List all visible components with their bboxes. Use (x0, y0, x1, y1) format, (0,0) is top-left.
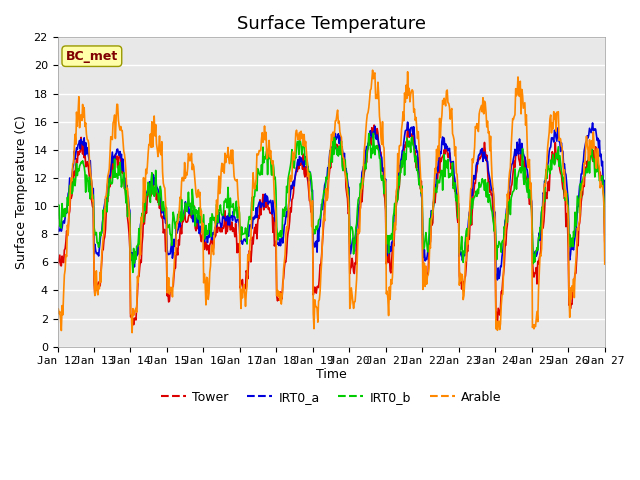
IRT0_a (120, 170, 127, 176)
Arable (601, 261, 609, 267)
Arable (176, 194, 184, 200)
Tower (205, 251, 213, 257)
IRT0_a (404, 119, 412, 125)
Tower (54, 257, 61, 263)
IRT0_b (129, 269, 137, 275)
IRT0_a (601, 232, 609, 238)
Tower (63, 233, 71, 239)
Tower (415, 176, 423, 181)
Tower (120, 175, 127, 181)
IRT0_b (601, 221, 609, 227)
IRT0_b (63, 194, 71, 200)
IRT0_a (63, 202, 71, 207)
IRT0_a (493, 277, 501, 283)
Arable (205, 290, 213, 296)
IRT0_a (175, 219, 183, 225)
Tower (130, 322, 138, 328)
IRT0_b (54, 216, 61, 221)
Line: Tower: Tower (58, 124, 605, 325)
IRT0_b (369, 131, 377, 136)
IRT0_b (176, 214, 184, 219)
Line: IRT0_a: IRT0_a (58, 122, 605, 280)
IRT0_a (415, 159, 422, 165)
IRT0_b (120, 170, 127, 176)
Arable (128, 330, 136, 336)
Tower (399, 152, 406, 157)
Legend: Tower, IRT0_a, IRT0_b, Arable: Tower, IRT0_a, IRT0_b, Arable (156, 385, 506, 408)
Arable (399, 109, 407, 115)
Tower (601, 239, 609, 244)
IRT0_b (399, 155, 407, 160)
Arable (120, 148, 127, 154)
Y-axis label: Surface Temperature (C): Surface Temperature (C) (15, 115, 28, 269)
IRT0_b (205, 221, 213, 227)
IRT0_a (204, 233, 212, 239)
Arable (415, 144, 423, 150)
Title: Surface Temperature: Surface Temperature (237, 15, 426, 33)
IRT0_a (54, 223, 61, 229)
Arable (369, 67, 376, 73)
IRT0_b (415, 182, 423, 188)
Line: IRT0_b: IRT0_b (58, 133, 605, 272)
Arable (54, 309, 61, 314)
Arable (63, 222, 71, 228)
Line: Arable: Arable (58, 70, 605, 333)
X-axis label: Time: Time (316, 368, 346, 381)
Text: BC_met: BC_met (66, 50, 118, 63)
Tower (404, 121, 412, 127)
IRT0_a (397, 155, 405, 161)
Tower (176, 228, 184, 234)
